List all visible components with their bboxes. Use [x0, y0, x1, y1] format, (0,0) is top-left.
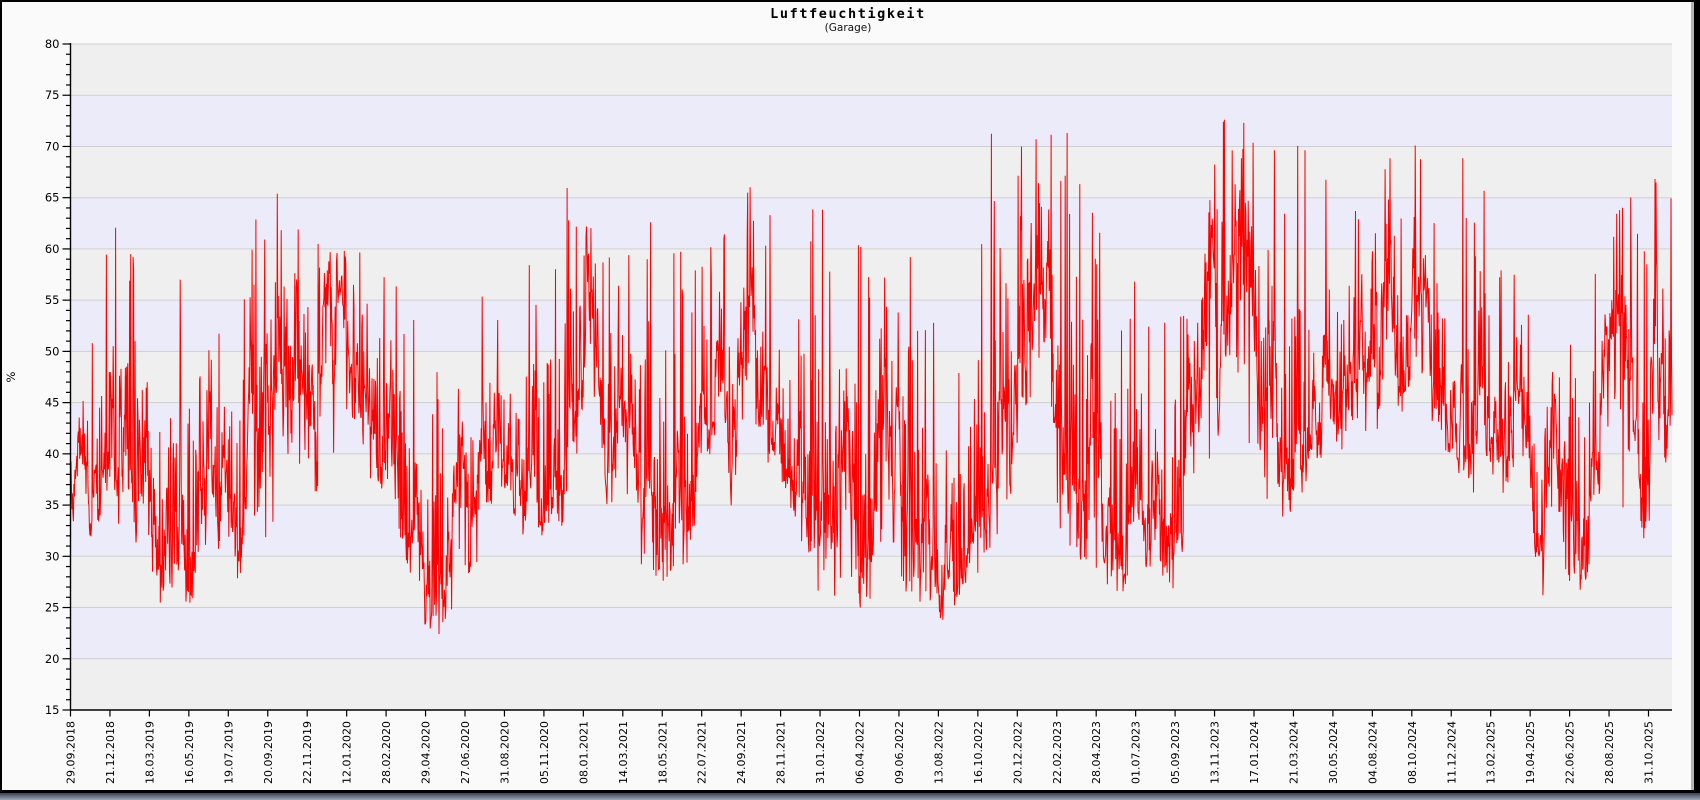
svg-text:20.12.2022: 20.12.2022 — [1011, 721, 1024, 784]
axes — [69, 43, 1672, 711]
svg-text:09.06.2022: 09.06.2022 — [893, 721, 906, 784]
humidity-series — [70, 119, 1673, 635]
svg-text:31.08.2020: 31.08.2020 — [498, 721, 511, 784]
svg-text:16.10.2022: 16.10.2022 — [972, 721, 985, 784]
svg-text:60: 60 — [45, 242, 60, 256]
svg-text:17.01.2024: 17.01.2024 — [1248, 721, 1261, 784]
chart-title: Luftfeuchtigkeit — [770, 6, 926, 22]
svg-text:45: 45 — [45, 396, 60, 410]
svg-text:75: 75 — [45, 88, 60, 102]
svg-text:19.04.2025: 19.04.2025 — [1524, 721, 1537, 784]
svg-text:25: 25 — [45, 601, 60, 615]
svg-text:22.11.2019: 22.11.2019 — [301, 721, 314, 784]
y-axis — [62, 43, 71, 711]
svg-text:06.04.2022: 06.04.2022 — [854, 721, 867, 784]
svg-text:14.03.2021: 14.03.2021 — [617, 721, 630, 784]
chart-subtitle: (Garage) — [824, 22, 872, 34]
svg-text:70: 70 — [45, 139, 60, 153]
y-axis-labels: 80 75 70 65 60 55 50 45 40 35 30 25 20 15 — [45, 37, 60, 717]
svg-text:19.07.2019: 19.07.2019 — [222, 721, 235, 784]
window-bottom-strip — [0, 793, 1700, 800]
svg-text:01.07.2023: 01.07.2023 — [1130, 721, 1143, 784]
svg-text:20.09.2019: 20.09.2019 — [262, 721, 275, 784]
window-right-shadow — [1691, 2, 1694, 790]
svg-text:80: 80 — [45, 37, 60, 51]
svg-text:22.02.2023: 22.02.2023 — [1051, 721, 1064, 784]
svg-text:27.06.2020: 27.06.2020 — [459, 721, 472, 784]
svg-text:50: 50 — [45, 344, 60, 358]
svg-text:24.09.2021: 24.09.2021 — [735, 721, 748, 784]
svg-text:13.08.2022: 13.08.2022 — [932, 721, 945, 784]
svg-text:12.01.2020: 12.01.2020 — [341, 721, 354, 784]
svg-text:16.05.2019: 16.05.2019 — [183, 721, 196, 784]
y-axis-title: % — [4, 371, 18, 382]
svg-text:28.08.2025: 28.08.2025 — [1603, 721, 1616, 784]
svg-text:29.09.2018: 29.09.2018 — [65, 721, 78, 784]
svg-text:18.03.2019: 18.03.2019 — [143, 721, 156, 784]
svg-text:18.05.2021: 18.05.2021 — [656, 721, 669, 784]
svg-text:13.02.2025: 13.02.2025 — [1485, 721, 1498, 784]
svg-text:30.05.2024: 30.05.2024 — [1327, 721, 1340, 784]
svg-text:11.12.2024: 11.12.2024 — [1445, 721, 1458, 784]
svg-text:31.10.2025: 31.10.2025 — [1643, 721, 1656, 784]
svg-text:22.06.2025: 22.06.2025 — [1564, 721, 1577, 784]
svg-text:28.11.2021: 28.11.2021 — [775, 721, 788, 784]
svg-text:40: 40 — [45, 447, 60, 461]
svg-text:05.09.2023: 05.09.2023 — [1169, 721, 1182, 784]
svg-text:13.11.2023: 13.11.2023 — [1209, 721, 1222, 784]
svg-text:30: 30 — [45, 549, 60, 563]
svg-text:28.04.2023: 28.04.2023 — [1090, 721, 1103, 784]
x-axis — [69, 710, 1650, 717]
svg-text:15: 15 — [45, 703, 60, 717]
svg-text:29.04.2020: 29.04.2020 — [420, 721, 433, 784]
svg-text:04.08.2024: 04.08.2024 — [1366, 721, 1379, 784]
svg-text:05.11.2020: 05.11.2020 — [538, 721, 551, 784]
x-axis-labels: 29.09.2018 21.12.2018 18.03.2019 16.05.2019… — [65, 721, 1656, 784]
plot-bands — [70, 44, 1672, 710]
svg-text:20: 20 — [45, 652, 60, 666]
svg-text:31.01.2022: 31.01.2022 — [814, 721, 827, 784]
svg-text:08.01.2021: 08.01.2021 — [577, 721, 590, 784]
svg-text:35: 35 — [45, 498, 60, 512]
svg-text:21.12.2018: 21.12.2018 — [104, 721, 117, 784]
svg-text:22.07.2021: 22.07.2021 — [696, 721, 709, 784]
svg-text:65: 65 — [45, 191, 60, 205]
svg-text:21.03.2024: 21.03.2024 — [1287, 721, 1300, 784]
svg-text:08.10.2024: 08.10.2024 — [1406, 721, 1419, 784]
svg-text:28.02.2020: 28.02.2020 — [380, 721, 393, 784]
svg-text:55: 55 — [45, 293, 60, 307]
